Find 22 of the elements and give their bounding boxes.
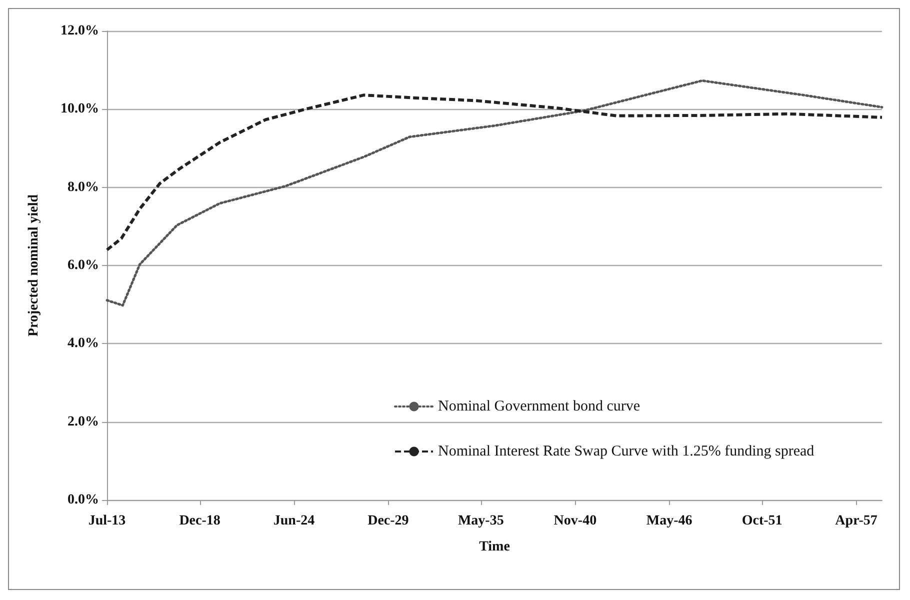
y-tick-label: 10.0%: [60, 102, 99, 117]
y-tick-label: 4.0%: [68, 336, 99, 352]
y-tick-label: 0.0%: [68, 492, 99, 508]
x-tick-label: Jun-24: [273, 514, 315, 528]
x-axis-title: Time: [479, 540, 510, 554]
x-tick-label: May-46: [646, 514, 692, 528]
x-tick-label: Jul-13: [88, 514, 126, 528]
y-tick-label: 8.0%: [68, 180, 99, 195]
x-tick-label: Nov-40: [554, 514, 597, 528]
y-tick-label: 6.0%: [68, 258, 99, 273]
legend-label: Nominal Interest Rate Swap Curve with 1.25% funding spread: [438, 444, 815, 460]
x-tick-label: Dec-29: [368, 514, 409, 528]
legend-label: Nominal Government bond curve: [438, 398, 640, 414]
x-tick-label: Dec-18: [179, 514, 220, 528]
line-series: [106, 79, 884, 307]
y-tick-label: 12.0%: [60, 24, 99, 38]
y-tick-label: 2.0%: [68, 414, 99, 430]
x-tick-label: May-35: [458, 514, 504, 528]
y-axis-title: Projected nominal yield: [26, 194, 42, 337]
x-tick-label: Oct-51: [742, 514, 782, 528]
x-tick-label: Apr-57: [835, 514, 878, 528]
line-series: [106, 94, 884, 252]
